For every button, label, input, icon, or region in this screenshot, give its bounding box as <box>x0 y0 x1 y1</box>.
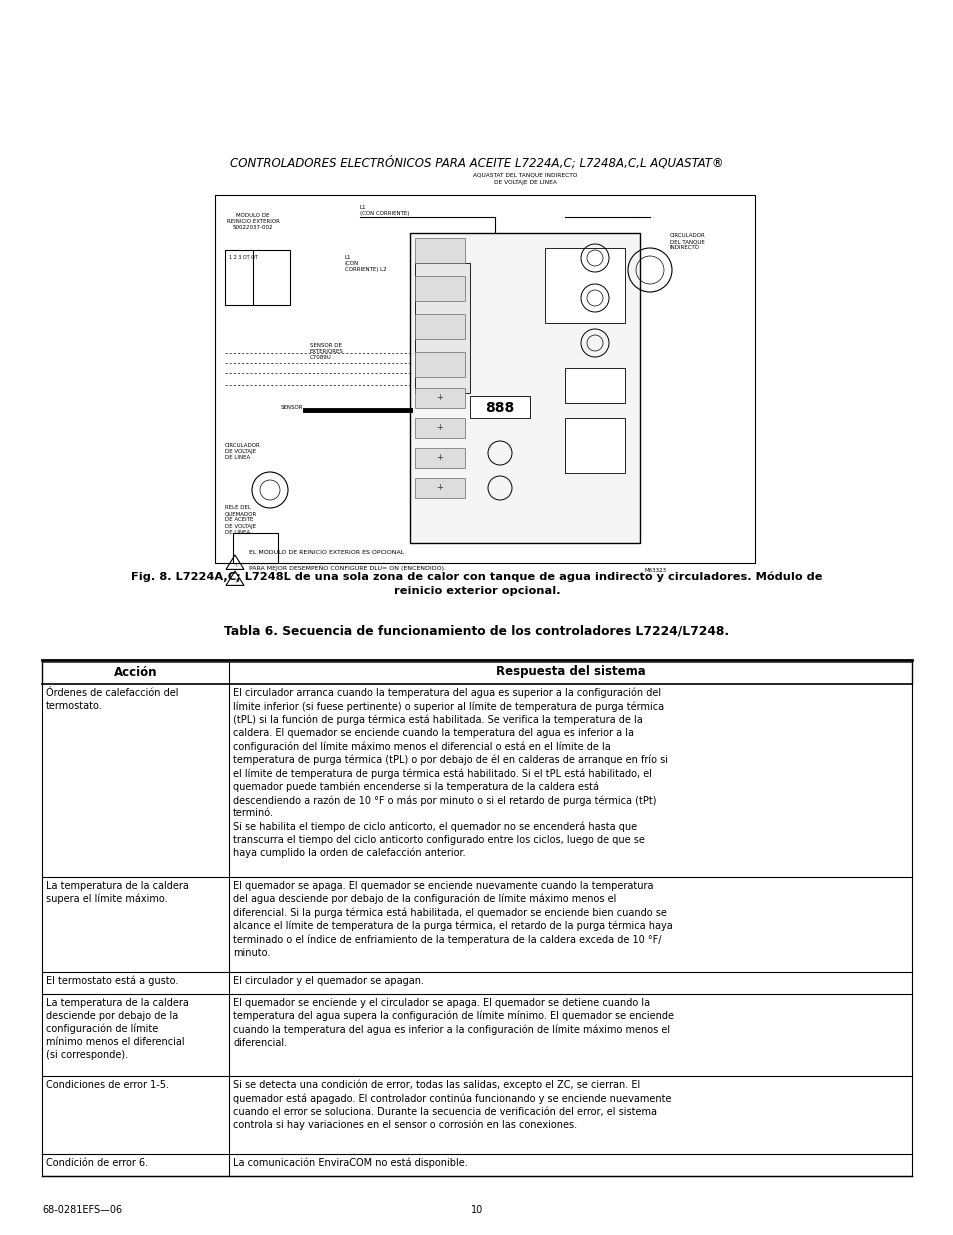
Text: El circulador y el quemador se apagan.: El circulador y el quemador se apagan. <box>233 976 423 986</box>
Text: +: + <box>436 424 443 432</box>
Bar <box>415 238 464 263</box>
Text: PARA MEJOR DESEMPEÑO CONFIGURE DLU= ON (ENCENDIDO).: PARA MEJOR DESEMPEÑO CONFIGURE DLU= ON (… <box>249 566 446 571</box>
Text: CIRCULADOR
DEL TANQUE
INDIRECTO: CIRCULADOR DEL TANQUE INDIRECTO <box>669 233 705 251</box>
Text: EL MÓDULO DE REINICIO EXTERIOR ES OPCIONAL: EL MÓDULO DE REINICIO EXTERIOR ES OPCION… <box>249 550 404 555</box>
Bar <box>410 233 639 543</box>
Text: La temperatura de la caldera
desciende por debajo de la
configuración de límite
: La temperatura de la caldera desciende p… <box>46 998 189 1060</box>
Bar <box>42 659 911 684</box>
Text: Condición de error 6.: Condición de error 6. <box>46 1158 148 1168</box>
Text: !: ! <box>233 579 236 584</box>
Text: Acción: Acción <box>113 666 157 678</box>
Bar <box>415 448 464 468</box>
Text: Condiciones de error 1-5.: Condiciones de error 1-5. <box>46 1079 169 1091</box>
Text: L1
(CON
CORRIENTE) L2: L1 (CON CORRIENTE) L2 <box>345 254 386 272</box>
Text: M63323: M63323 <box>644 568 666 573</box>
Text: Órdenes de calefacción del
termostato.: Órdenes de calefacción del termostato. <box>46 688 178 711</box>
Text: Tabla 6. Secuencia de funcionamiento de los controladores L7224/L7248.: Tabla 6. Secuencia de funcionamiento de … <box>224 624 729 637</box>
Bar <box>470 396 530 417</box>
Text: MÓDULO DE
REINICIO EXTERIOR
50022037-002: MÓDULO DE REINICIO EXTERIOR 50022037-002 <box>226 212 279 231</box>
Text: 68-0281EFS—06: 68-0281EFS—06 <box>42 1205 122 1215</box>
Text: 10: 10 <box>471 1205 482 1215</box>
Bar <box>415 388 464 408</box>
Text: L1
(CON CORRIENTE): L1 (CON CORRIENTE) <box>359 205 409 216</box>
Bar <box>214 195 754 563</box>
Bar <box>233 534 277 563</box>
Bar <box>415 352 464 377</box>
Text: La temperatura de la caldera
supera el límite máximo.: La temperatura de la caldera supera el l… <box>46 881 189 904</box>
Text: +: + <box>436 394 443 403</box>
Bar <box>225 249 290 305</box>
Text: +: + <box>436 453 443 462</box>
Text: AQUASTAT DEL TANQUE INDIRECTO
DE VOLTAJE DE LÍNEA: AQUASTAT DEL TANQUE INDIRECTO DE VOLTAJE… <box>473 173 577 185</box>
Text: SENSOR DE
EXTERIORES
C7089U: SENSOR DE EXTERIORES C7089U <box>310 343 343 361</box>
Text: +: + <box>436 483 443 493</box>
Text: El termostato está a gusto.: El termostato está a gusto. <box>46 976 178 987</box>
Bar <box>544 248 624 324</box>
Text: 1 2 3 OT OT: 1 2 3 OT OT <box>229 254 257 261</box>
Bar <box>564 417 624 473</box>
Text: CONTROLADORES ELECTRÓNICOS PARA ACEITE L7224A,C; L7248A,C,L AQUASTAT®: CONTROLADORES ELECTRÓNICOS PARA ACEITE L… <box>230 157 723 169</box>
Text: SENSOR: SENSOR <box>280 405 303 410</box>
Text: reinicio exterior opcional.: reinicio exterior opcional. <box>394 585 559 597</box>
Bar <box>415 478 464 498</box>
Bar <box>564 368 624 403</box>
Text: RELÉ DEL
QUEMADOR
DE ACEITE
DE VOLTAJE
DE LÍNEA: RELÉ DEL QUEMADOR DE ACEITE DE VOLTAJE D… <box>225 505 257 535</box>
Text: El quemador se enciende y el circulador se apaga. El quemador se detiene cuando : El quemador se enciende y el circulador … <box>233 998 674 1047</box>
Text: Si se detecta una condición de error, todas las salidas, excepto el ZC, se cierr: Si se detecta una condición de error, to… <box>233 1079 671 1130</box>
Text: Respuesta del sistema: Respuesta del sistema <box>496 666 645 678</box>
Text: 888: 888 <box>485 401 514 415</box>
Text: La comunicación EnviraCOM no está disponible.: La comunicación EnviraCOM no está dispon… <box>233 1158 467 1168</box>
Bar <box>415 263 470 393</box>
Bar <box>415 275 464 301</box>
Text: CIRCULADOR
DE VOLTAJE
DE LÍNEA: CIRCULADOR DE VOLTAJE DE LÍNEA <box>225 443 260 461</box>
Text: El quemador se apaga. El quemador se enciende nuevamente cuando la temperatura
d: El quemador se apaga. El quemador se enc… <box>233 881 672 957</box>
Text: Fig. 8. L7224A,C; L7248L de una sola zona de calor con tanque de agua indirecto : Fig. 8. L7224A,C; L7248L de una sola zon… <box>132 572 821 582</box>
Text: El circulador arranca cuando la temperatura del agua es superior a la configurac: El circulador arranca cuando la temperat… <box>233 688 667 858</box>
Text: !: ! <box>233 563 236 568</box>
Bar <box>415 417 464 438</box>
Bar <box>415 314 464 338</box>
